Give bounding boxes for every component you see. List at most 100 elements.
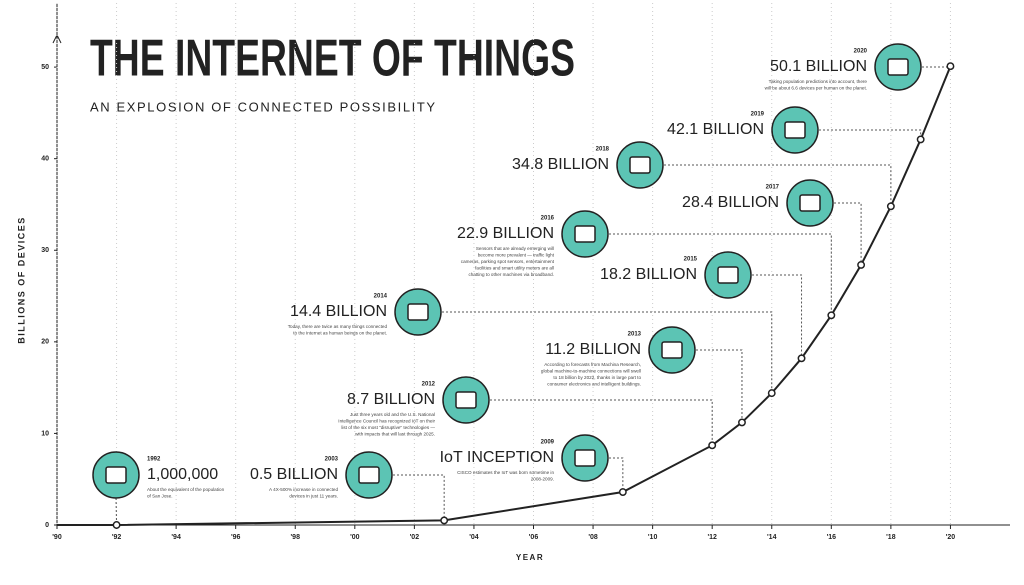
icon-glyph bbox=[799, 194, 821, 212]
annotation-year: 2013 bbox=[628, 332, 642, 338]
y-tick-label: 40 bbox=[41, 156, 49, 163]
annotation-text: About the equivalent of the population bbox=[147, 487, 225, 492]
annotation-text: of San Jose. bbox=[147, 494, 173, 499]
annotation-value: 50.1 BILLION bbox=[770, 58, 867, 75]
annotation-text: CISCO estimates the IoT was born sometim… bbox=[457, 470, 554, 475]
annotation-text: 2008-2009. bbox=[531, 477, 554, 482]
annotation-year: 2016 bbox=[541, 216, 555, 222]
leader-line bbox=[922, 66, 951, 68]
annotation-year: 2017 bbox=[766, 185, 780, 191]
annotation-year: 2003 bbox=[325, 457, 339, 463]
icon-glyph bbox=[358, 466, 380, 484]
x-tick-label: '14 bbox=[767, 534, 777, 541]
annotation-text: list of the six most "disruptive" techno… bbox=[341, 425, 435, 430]
x-tick-label: '20 bbox=[946, 534, 956, 541]
annotation-text: Taking population predictions into accou… bbox=[769, 79, 868, 84]
icon-glyph bbox=[455, 391, 477, 409]
icon-glyph bbox=[407, 303, 429, 321]
leader-line bbox=[752, 274, 803, 359]
annotation: 2003 0.5 BILLION A 4X-500% increase in con… bbox=[250, 451, 445, 521]
annotation-text: facilities and smart utility meters are … bbox=[475, 266, 554, 271]
annotation-text: consumer electronics and intelligent bui… bbox=[547, 382, 641, 387]
x-tick-label: '08 bbox=[588, 534, 598, 541]
annotation-value: 14.4 BILLION bbox=[290, 303, 387, 320]
annotation-value: 22.9 BILLION bbox=[457, 225, 554, 242]
annotation: 2016 22.9 BILLION Sensors that are already… bbox=[457, 210, 832, 316]
annotation-text: A 4X-500% increase in connected bbox=[269, 487, 338, 492]
x-tick-label: '18 bbox=[886, 534, 896, 541]
icon-glyph bbox=[717, 266, 739, 284]
title: THE INTERNET OF THINGS bbox=[90, 30, 575, 88]
annotation-year: 2012 bbox=[422, 382, 436, 388]
data-point bbox=[857, 260, 866, 269]
data-point bbox=[916, 135, 925, 144]
x-tick-label: '92 bbox=[112, 534, 122, 541]
annotation-value: 34.8 BILLION bbox=[512, 156, 609, 173]
annotation-year: 2014 bbox=[374, 294, 388, 300]
x-tick-label: '06 bbox=[529, 534, 539, 541]
x-tick-label: '98 bbox=[291, 534, 301, 541]
annotation: 2009 IoT INCEPTION CISCO estimates the IoT… bbox=[440, 434, 624, 493]
icon-glyph bbox=[629, 156, 651, 174]
y-tick-label: 0 bbox=[45, 522, 49, 529]
annotation-text: Today, there are twice as many things co… bbox=[288, 324, 388, 329]
data-point bbox=[827, 311, 836, 320]
y-axis-label: BILLIONS OF DEVICES bbox=[16, 216, 26, 344]
x-tick-label: '02 bbox=[410, 534, 420, 541]
y-tick-label: 50 bbox=[41, 64, 49, 71]
icon-glyph bbox=[574, 449, 596, 467]
annotation-value: 11.2 BILLION bbox=[545, 341, 641, 358]
annotation-text: According to forecasts from Machina Rese… bbox=[544, 362, 641, 367]
y-tick-label: 20 bbox=[41, 339, 49, 346]
annotation-year: 2015 bbox=[684, 257, 698, 263]
annotation-value: 0.5 BILLION bbox=[250, 466, 338, 483]
leader-line bbox=[609, 457, 624, 493]
annotation-value: 8.7 BILLION bbox=[347, 391, 435, 408]
annotation: 2013 11.2 BILLION According to forecasts f… bbox=[541, 326, 743, 423]
data-point bbox=[946, 62, 955, 71]
annotation-text: will be about 6.6 devices per human on t… bbox=[765, 86, 867, 91]
annotation-text: devices in just 11 years. bbox=[289, 494, 338, 499]
x-axis-label: YEAR bbox=[516, 553, 544, 562]
annotation: 2017 28.4 BILLION bbox=[682, 179, 862, 265]
x-tick-label: '94 bbox=[171, 534, 181, 541]
annotation-value: 1,000,000 bbox=[147, 466, 218, 483]
annotation-text: Just three years old and the U.S. Nation… bbox=[350, 412, 435, 417]
data-point bbox=[708, 441, 717, 450]
x-tick-label: '10 bbox=[648, 534, 658, 541]
x-tick-label: '04 bbox=[469, 534, 479, 541]
annotation: 1992 1,000,000 About the equivalent of the… bbox=[92, 451, 225, 526]
icon-glyph bbox=[105, 466, 127, 484]
leader-line bbox=[393, 474, 445, 521]
annotation: 2012 8.7 BILLION Just three years old and … bbox=[338, 376, 713, 446]
annotation-text: Intelligence Council has recognized IoT … bbox=[338, 419, 435, 424]
icon-glyph bbox=[784, 121, 806, 139]
annotation-value: IoT INCEPTION bbox=[440, 449, 554, 466]
data-point bbox=[886, 202, 895, 211]
leader-line bbox=[834, 202, 862, 265]
annotation-text: with impacts that will last through 2025… bbox=[355, 432, 435, 437]
annotation-year: 2018 bbox=[596, 147, 610, 153]
data-point bbox=[767, 389, 776, 398]
data-point bbox=[440, 516, 449, 525]
annotation-text: Sensors that are already emerging will bbox=[476, 246, 554, 251]
x-tick-label: '00 bbox=[350, 534, 360, 541]
data-point bbox=[112, 521, 121, 529]
y-tick-label: 10 bbox=[41, 430, 49, 437]
leader-line bbox=[442, 311, 773, 394]
annotation: 2015 18.2 BILLION bbox=[600, 251, 803, 359]
leader-line bbox=[819, 129, 922, 140]
data-point bbox=[738, 418, 746, 427]
icon-glyph bbox=[887, 58, 909, 76]
annotation-year: 2020 bbox=[854, 49, 868, 55]
leader-line bbox=[609, 233, 832, 316]
leader-line bbox=[696, 349, 743, 423]
annotation-value: 28.4 BILLION bbox=[682, 194, 779, 211]
x-tick-label: '12 bbox=[707, 534, 717, 541]
leader-line bbox=[115, 497, 118, 526]
subtitle: AN EXPLOSION OF CONNECTED POSSIBILITY bbox=[90, 99, 437, 114]
icon-glyph bbox=[574, 225, 596, 243]
y-tick-label: 30 bbox=[41, 247, 49, 254]
annotation-text: to the Internet as human beings on the p… bbox=[293, 331, 387, 336]
icon-glyph bbox=[661, 341, 683, 359]
